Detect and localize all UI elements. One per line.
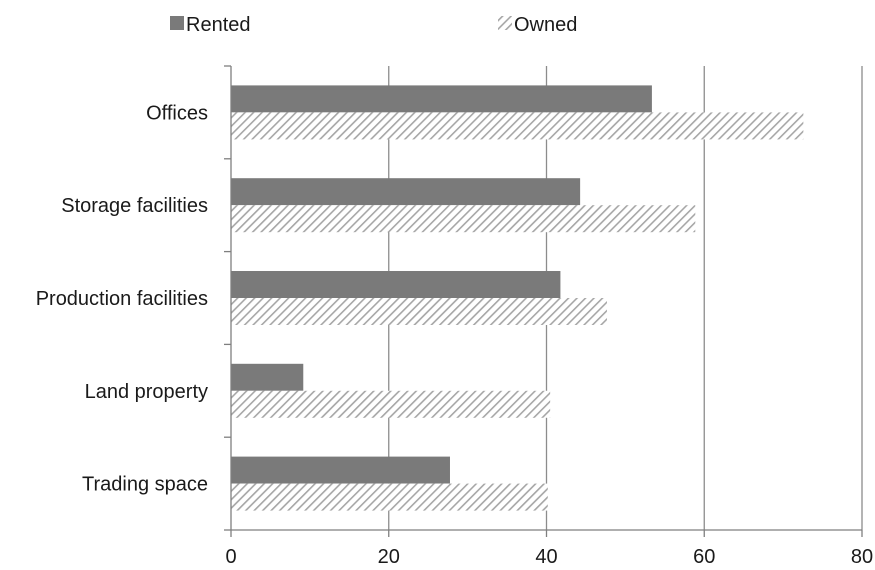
category-label-offices: Offices (146, 102, 208, 124)
bar-rented-trading-space (231, 456, 450, 484)
bar-owned-land-property (231, 390, 551, 418)
legend-swatch-rented (170, 16, 184, 30)
tick-labels: 0 20 40 60 80 (225, 546, 873, 568)
bar-owned-storage-facilities (231, 205, 696, 233)
bar-owned-production-facilities (231, 298, 607, 325)
category-label-land-property: Land property (85, 381, 208, 403)
legend-label-rented: Rented (186, 14, 251, 36)
bar-rented-storage-facilities (231, 178, 581, 206)
category-labels: Offices Storage facilities Production faci… (36, 102, 208, 495)
x-tick-label-80: 80 (851, 546, 873, 568)
bars (231, 85, 804, 511)
bar-rented-production-facilities (231, 271, 561, 298)
axes (224, 65, 863, 537)
x-tick-label-20: 20 (378, 546, 400, 568)
bar-owned-offices (231, 112, 804, 140)
bar-rented-land-property (231, 363, 304, 391)
category-label-storage-facilities: Storage facilities (61, 195, 208, 217)
legend-label-owned: Owned (514, 14, 577, 36)
bar-rented-offices (231, 85, 652, 113)
bar-owned-trading-space (231, 483, 548, 511)
legend-swatch-owned (498, 16, 512, 30)
x-tick-label-60: 60 (693, 546, 715, 568)
category-label-trading-space: Trading space (82, 474, 208, 496)
category-label-production-facilities: Production facilities (36, 288, 208, 310)
x-tick-label-40: 40 (535, 546, 557, 568)
x-tick-label-0: 0 (225, 546, 236, 568)
legend: Rented Owned (170, 14, 577, 36)
